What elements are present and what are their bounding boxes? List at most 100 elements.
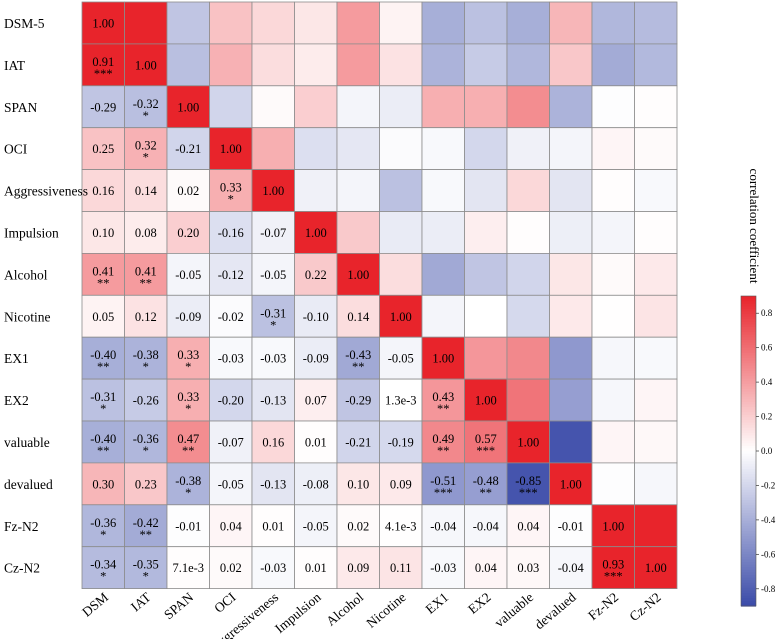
cell-value: 0.32 — [135, 139, 157, 153]
cell-value: -0.03 — [260, 561, 286, 575]
cell-Nicotine-DSM — [81, 294, 125, 338]
cell-Cz-N2-SPAN — [166, 546, 210, 590]
cell-valuable-valuable — [506, 420, 550, 464]
cell-OCI-EX2 — [464, 127, 508, 170]
cell-EX2-DSM — [81, 378, 125, 422]
cell-value: 1.00 — [177, 100, 199, 114]
cell-SPAN-OCI — [209, 85, 253, 129]
colorbar-segment — [741, 551, 756, 555]
colorbar-segment — [741, 306, 756, 310]
cell-SPAN-EX2 — [464, 85, 508, 129]
cell-value: -0.10 — [303, 310, 329, 324]
cell-Fz-N2-SPAN — [166, 504, 210, 548]
cell-DSM-5-EX2 — [464, 1, 508, 45]
row-label: Nicotine — [4, 309, 51, 324]
cell-value: 0.09 — [390, 477, 412, 491]
cell-value: -0.21 — [175, 142, 201, 156]
cell-DSM-5-IAT — [124, 1, 168, 45]
cell-value: -0.05 — [260, 268, 286, 282]
colorbar-segment — [741, 339, 756, 344]
cell-Impulsion-Cz-N2 — [634, 211, 678, 254]
colorbar-segment — [741, 466, 756, 470]
cell-Aggressiveness-Cz-N2 — [634, 169, 678, 212]
significance-stars: ** — [97, 360, 110, 374]
column-label: Nicotine — [363, 589, 408, 630]
cell-value: 0.11 — [390, 561, 411, 575]
colorbar-tick-label: 0.2 — [761, 412, 772, 422]
cell-Cz-N2-Cz-N2 — [634, 546, 678, 590]
significance-stars: * — [100, 528, 106, 542]
cell-value: -0.20 — [218, 394, 244, 408]
cell-EX1-DSM — [81, 336, 125, 380]
colorbar-tick-label: -0.8 — [761, 584, 776, 594]
significance-stars: *** — [476, 444, 495, 458]
cell-value: -0.32 — [133, 97, 159, 111]
colorbar-segment — [741, 531, 756, 535]
cell-value: -0.05 — [218, 477, 244, 491]
colorbar-segment — [741, 319, 756, 323]
colorbar-segment — [741, 420, 756, 424]
cell-value: -0.09 — [303, 352, 329, 366]
column-label: devalued — [532, 589, 579, 632]
cell-value: 0.33 — [220, 181, 242, 195]
column-label: Impulsion — [272, 589, 324, 636]
cell-Nicotine-EX2 — [464, 294, 508, 338]
colorbar-segment — [741, 345, 756, 349]
column-label: EX2 — [465, 589, 494, 616]
colorbar-segment — [741, 358, 756, 362]
cell-DSM-5-Fz-N2 — [591, 1, 635, 45]
cell-EX2-Nicotine — [379, 378, 423, 422]
cell-value: 0.25 — [92, 142, 114, 156]
cell-value: 4.1e-3 — [385, 519, 417, 533]
colorbar-segment — [741, 378, 756, 382]
colorbar-tick-label: 0.4 — [761, 377, 773, 387]
cell-OCI-Nicotine — [379, 127, 423, 170]
colorbar-segment — [741, 448, 756, 452]
cell-Aggressiveness-Nicotine — [379, 169, 423, 212]
colorbar-segment — [741, 334, 756, 338]
cell-value: -0.26 — [133, 394, 159, 408]
colorbar-segment — [741, 580, 756, 584]
cell-DSM-5-Aggressiveness — [251, 1, 295, 45]
row-label: valuable — [4, 435, 50, 450]
colorbar-segment — [741, 479, 756, 483]
cell-value: 0.14 — [135, 184, 158, 198]
cell-Aggressiveness-Alcohol — [336, 169, 380, 212]
colorbar-segment — [741, 360, 756, 364]
colorbar-segment — [741, 544, 756, 548]
cell-valuable-devalued — [549, 420, 593, 464]
cell-devalued-Cz-N2 — [634, 462, 678, 506]
colorbar-tick-label: -0.4 — [761, 515, 776, 525]
colorbar-segment — [741, 391, 756, 395]
significance-stars: * — [270, 318, 276, 332]
column-label: SPAN — [161, 589, 196, 622]
colorbar-segment — [741, 401, 756, 406]
colorbar-segment — [741, 518, 756, 522]
cell-value: 0.10 — [347, 477, 369, 491]
colorbar-segment — [741, 525, 756, 530]
colorbar-segment — [741, 365, 756, 369]
cell-value: -0.19 — [388, 435, 414, 449]
cell-value: 0.01 — [262, 519, 284, 533]
colorbar-segment — [741, 456, 756, 460]
cell-DSM-5-Cz-N2 — [634, 1, 678, 45]
cell-Alcohol-devalued — [549, 252, 593, 296]
colorbar-segment — [741, 523, 756, 527]
row-label: Cz-N2 — [4, 561, 40, 576]
colorbar-segment — [741, 368, 756, 372]
column-label: EX1 — [423, 589, 452, 616]
colorbar: 0.8 0.6 0.4 0.2 0.0 -0.2 -0.4 -0.6 -0.8 — [740, 295, 776, 607]
cell-value: -0.38 — [133, 348, 159, 362]
colorbar-segment — [741, 520, 756, 524]
cell-Fz-N2-Cz-N2 — [634, 504, 678, 548]
colorbar-segment — [741, 311, 756, 315]
colorbar-segment — [741, 507, 756, 512]
cell-devalued-EX1 — [421, 462, 465, 506]
colorbar-segment — [741, 487, 756, 491]
cell-Alcohol-Impulsion — [294, 252, 338, 296]
heatmap-cells — [81, 1, 678, 590]
colorbar-segment — [741, 564, 756, 568]
cell-EX2-EX2 — [464, 378, 508, 422]
cell-Aggressiveness-IAT — [124, 169, 168, 212]
cell-value: -0.85 — [515, 474, 541, 488]
